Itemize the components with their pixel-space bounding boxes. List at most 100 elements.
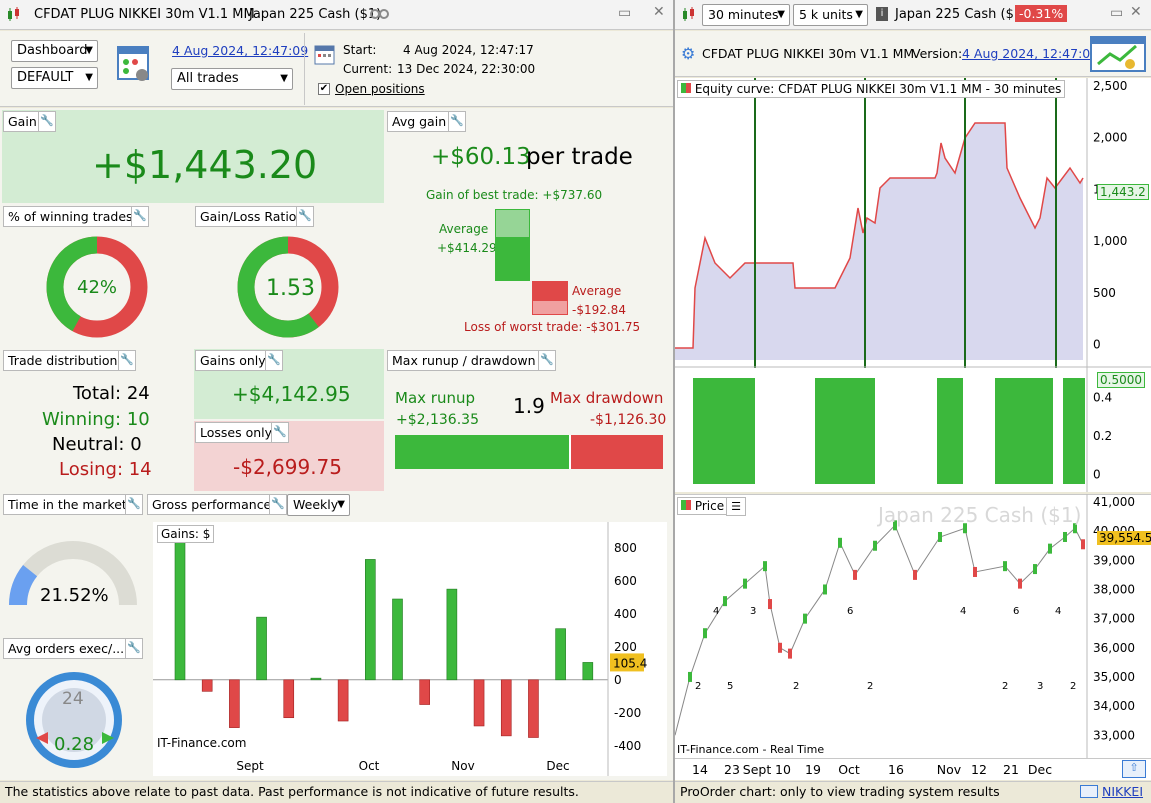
gross-performance-label: Gross performance [147,494,277,515]
trade-count-label: 4 [1055,606,1061,617]
footer-left [0,781,673,803]
trade-count-label: 2 [695,681,701,692]
trade-distribution-label: Trade distribution [3,350,123,371]
price-candle [853,569,857,580]
settings-table-icon[interactable] [116,45,154,88]
losses-only-value: -$2,699.75 [233,455,343,479]
wrench-icon[interactable]: 🔧 [118,350,136,371]
avg-orders-value: 0.28 [54,734,95,755]
version-link[interactable]: 4 Aug 2024, 12:47:09 [962,46,1099,61]
equity-legend: Equity curve: CFDAT PLUG NIKKEI 30m V1.1… [677,80,1066,98]
equity-tick-label: 2,500 [1093,79,1127,93]
wrench-icon[interactable]: 🔧 [38,111,56,132]
avg-loss-bar-light [532,300,568,315]
trade-total: Total: 24 [73,383,150,404]
gain-value: +$1,443.20 [92,143,318,187]
price-candle [938,531,942,542]
y-tick-label: 0 [614,673,622,687]
time-tick-label: Dec [1028,762,1052,777]
right-strategy-title: CFDAT PLUG NIKKEI 30m V1.1 MM [702,46,915,61]
price-candle [1033,564,1037,575]
equity-tick-label: 2,000 [1093,131,1127,145]
scroll-to-top-icon[interactable]: ⇧ [1122,760,1146,778]
wrench-icon[interactable]: 🔧 [538,350,556,371]
price-candle [1048,543,1052,554]
minimize-icon[interactable]: ▭ [618,5,632,21]
avg-gain-label: Avg gain [387,111,452,132]
wrench-icon[interactable]: 🔧 [296,206,314,227]
close-icon[interactable]: ✕ [1130,4,1142,20]
gross-current-tag: 105.4 [613,656,647,670]
runup-title: Max runup [395,389,475,407]
gains-only-label: Gains only [195,350,271,371]
units-select[interactable]: 5 k units ▼ [793,4,868,26]
drawdown-title: Max drawdown [550,389,664,407]
view-select[interactable]: Dashboard ▼ [11,40,98,62]
price-current-tag: 39,554.5 [1097,531,1151,545]
wrench-icon[interactable]: 🔧 [265,350,283,371]
avg-loss-value: -$192.84 [572,303,626,317]
gross-bar [500,679,512,737]
right-instrument-title: Japan 225 Cash ($1) [895,7,1028,22]
gain-loss-donut [237,236,339,338]
report-icon[interactable] [1090,36,1146,75]
wrench-icon[interactable]: 🔧 [448,111,466,132]
gross-performance-chart: 800 600 400 200 0 -200 -400 Sept Oct Nov Dec 105.4 [153,522,647,776]
trade-count-label: 6 [847,606,853,617]
start-value: 4 Aug 2024, 12:47:17 [403,43,534,57]
gross-bar [256,616,267,681]
wrench-icon[interactable]: 🔧 [269,494,287,515]
x-tick-label: Nov [451,759,474,773]
minimize-icon[interactable]: ▭ [1110,5,1124,21]
open-positions-checkbox[interactable]: ✔ [318,83,330,95]
time-tick-label: 10 [775,762,791,777]
split-divider[interactable] [673,0,675,803]
link-chain-icon[interactable] [368,5,392,26]
price-chart-area [675,494,1151,758]
wrench-icon[interactable]: 🔧 [125,494,143,515]
equity-legend-text: Equity curve: CFDAT PLUG NIKKEI 30m V1.1… [694,82,1062,96]
chevron-down-icon: ▼ [777,9,785,20]
gross-bar [446,588,458,681]
price-candle [838,537,842,548]
chart-link-icon[interactable] [1080,785,1098,798]
equity-legend-swatch [681,83,691,93]
price-tick-label: 33,000 [1093,728,1135,742]
avg-gain-value: +$60.13 [431,144,531,170]
trade-winning: Winning: 10 [42,409,150,430]
open-positions-label[interactable]: Open positions [335,82,425,96]
price-candle [913,569,917,580]
wrench-icon[interactable]: 🔧 [271,422,289,443]
price-candle [788,648,792,659]
wrench-icon[interactable]: 🔧 [131,206,149,227]
gross-legend: Gains: $ [157,525,215,543]
instrument-tab[interactable]: Japan 225 Cash ($1) [249,7,382,22]
trades-select[interactable]: All trades ▼ [171,68,293,90]
strategy-tab[interactable]: CFDAT PLUG NIKKEI 30m V1.1 MM [34,7,255,22]
trade-count-label: 6 [1013,606,1019,617]
avg-gain-suffix: per trade [526,144,633,170]
period-select[interactable]: Weekly ▼ [287,494,350,516]
nikkei-link[interactable]: NIKKEI [1102,784,1144,799]
avg-win-bar-light [495,209,530,238]
price-tick-label: 41,000 [1093,495,1135,509]
chevron-down-icon: ▼ [337,499,345,510]
timestamp-link[interactable]: 4 Aug 2024, 12:47:09 [172,43,309,58]
info-icon[interactable]: i [876,7,888,21]
equity-tick-label: 1,000 [1093,234,1127,248]
price-tick-label: 35,000 [1093,670,1135,684]
timeframe-select[interactable]: 30 minutes ▼ [702,4,790,26]
close-icon[interactable]: ✕ [653,4,665,20]
price-candle [688,671,692,682]
gross-bar [528,679,539,738]
wrench-icon[interactable]: 🔧 [125,638,143,659]
avg-orders-hours: 24 [62,689,84,709]
gross-bar [365,559,376,681]
avg-loss-label: Average [572,284,622,298]
price-list-icon[interactable]: ☰ [726,497,746,516]
gross-chart-area [153,522,667,776]
winning-pct-label: % of winning trades [3,206,138,227]
profile-select[interactable]: DEFAULT ▼ [11,67,98,89]
price-legend-swatch [681,500,691,510]
